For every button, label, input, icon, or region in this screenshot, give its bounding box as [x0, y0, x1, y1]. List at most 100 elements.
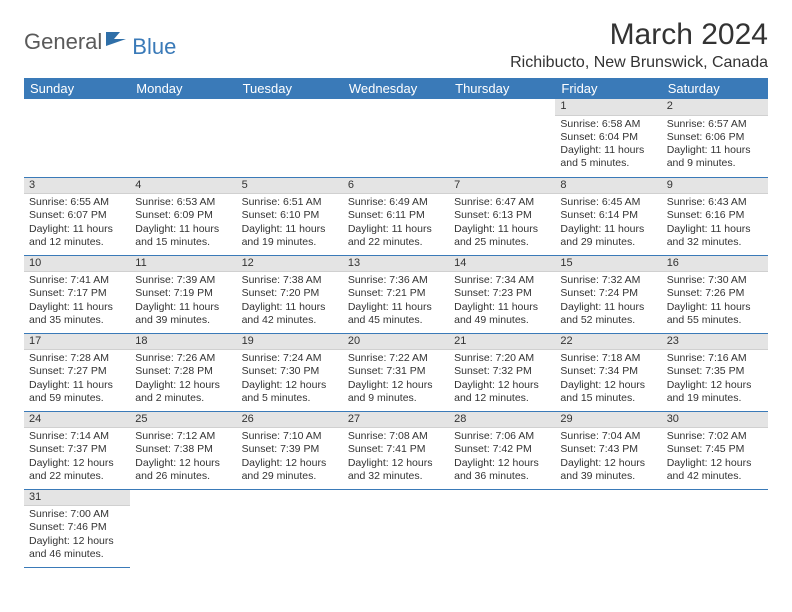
sunset-text: Sunset: 6:04 PM [560, 131, 656, 144]
day-content: Sunrise: 7:12 AMSunset: 7:38 PMDaylight:… [130, 428, 236, 486]
calendar-day-cell: 5Sunrise: 6:51 AMSunset: 6:10 PMDaylight… [237, 177, 343, 255]
daylight-text: Daylight: 12 hours and 32 minutes. [348, 457, 444, 483]
calendar-week-row: 31Sunrise: 7:00 AMSunset: 7:46 PMDayligh… [24, 489, 768, 567]
sunset-text: Sunset: 7:27 PM [29, 365, 125, 378]
day-content: Sunrise: 7:20 AMSunset: 7:32 PMDaylight:… [449, 350, 555, 408]
daylight-text: Daylight: 11 hours and 22 minutes. [348, 223, 444, 249]
page-header: General Blue March 2024 Richibucto, New … [24, 18, 768, 72]
sunset-text: Sunset: 6:11 PM [348, 209, 444, 222]
day-number: 20 [343, 334, 449, 351]
day-content: Sunrise: 7:10 AMSunset: 7:39 PMDaylight:… [237, 428, 343, 486]
sunset-text: Sunset: 6:14 PM [560, 209, 656, 222]
sunrise-text: Sunrise: 7:12 AM [135, 430, 231, 443]
sunrise-text: Sunrise: 7:20 AM [454, 352, 550, 365]
daylight-text: Daylight: 12 hours and 19 minutes. [667, 379, 763, 405]
sunrise-text: Sunrise: 7:16 AM [667, 352, 763, 365]
daylight-text: Daylight: 11 hours and 52 minutes. [560, 301, 656, 327]
daylight-text: Daylight: 12 hours and 12 minutes. [454, 379, 550, 405]
day-content: Sunrise: 6:49 AMSunset: 6:11 PMDaylight:… [343, 194, 449, 252]
calendar-week-row: 1 Sunrise: 6:58 AMSunset: 6:04 PM Daylight… [24, 99, 768, 177]
day-number: 1 [555, 99, 661, 116]
calendar-day-cell: 6Sunrise: 6:49 AMSunset: 6:11 PMDaylight… [343, 177, 449, 255]
day-number: 12 [237, 256, 343, 273]
calendar-day-cell [237, 99, 343, 177]
brand-part1: General [24, 29, 102, 55]
day-number: 23 [662, 334, 768, 351]
daylight-text: Daylight: 11 hours and 19 minutes. [242, 223, 338, 249]
weekday-header: Friday [555, 78, 661, 99]
sunset-text: Sunset: 7:43 PM [560, 443, 656, 456]
sunset-text: Sunset: 7:26 PM [667, 287, 763, 300]
day-number: 29 [555, 412, 661, 429]
weekday-header: Sunday [24, 78, 130, 99]
sunset-text: Sunset: 7:35 PM [667, 365, 763, 378]
sunrise-text: Sunrise: 7:22 AM [348, 352, 444, 365]
day-number: 8 [555, 178, 661, 195]
daylight-text: Daylight: 11 hours and 35 minutes. [29, 301, 125, 327]
daylight-text: Daylight: 12 hours and 26 minutes. [135, 457, 231, 483]
calendar-day-cell: 14Sunrise: 7:34 AMSunset: 7:23 PMDayligh… [449, 255, 555, 333]
calendar-day-cell: 4Sunrise: 6:53 AMSunset: 6:09 PMDaylight… [130, 177, 236, 255]
daylight-text: Daylight: 12 hours and 29 minutes. [242, 457, 338, 483]
location-label: Richibucto, New Brunswick, Canada [510, 54, 768, 72]
daylight-text: Daylight: 12 hours and 5 minutes. [242, 379, 338, 405]
day-number: 14 [449, 256, 555, 273]
day-number: 13 [343, 256, 449, 273]
daylight-text: Daylight: 11 hours and 9 minutes. [667, 144, 763, 170]
day-content: Sunrise: 6:53 AMSunset: 6:09 PMDaylight:… [130, 194, 236, 252]
brand-logo: General Blue [24, 24, 176, 60]
calendar-day-cell [24, 99, 130, 177]
sunset-text: Sunset: 7:21 PM [348, 287, 444, 300]
day-content: Sunrise: 7:24 AMSunset: 7:30 PMDaylight:… [237, 350, 343, 408]
daylight-text: Daylight: 11 hours and 42 minutes. [242, 301, 338, 327]
calendar-day-cell: 7Sunrise: 6:47 AMSunset: 6:13 PMDaylight… [449, 177, 555, 255]
day-number: 4 [130, 178, 236, 195]
day-content: Sunrise: 7:32 AMSunset: 7:24 PMDaylight:… [555, 272, 661, 330]
sunset-text: Sunset: 7:34 PM [560, 365, 656, 378]
day-content: Sunrise: 6:55 AMSunset: 6:07 PMDaylight:… [24, 194, 130, 252]
day-content: Sunrise: 7:34 AMSunset: 7:23 PMDaylight:… [449, 272, 555, 330]
sunset-text: Sunset: 7:28 PM [135, 365, 231, 378]
sunset-text: Sunset: 7:20 PM [242, 287, 338, 300]
daylight-text: Daylight: 11 hours and 15 minutes. [135, 223, 231, 249]
sunset-text: Sunset: 7:39 PM [242, 443, 338, 456]
day-number: 6 [343, 178, 449, 195]
calendar-day-cell [130, 99, 236, 177]
sunset-text: Sunset: 6:16 PM [667, 209, 763, 222]
sunrise-text: Sunrise: 7:06 AM [454, 430, 550, 443]
calendar-day-cell: 16Sunrise: 7:30 AMSunset: 7:26 PMDayligh… [662, 255, 768, 333]
daylight-text: Daylight: 12 hours and 42 minutes. [667, 457, 763, 483]
sunrise-text: Sunrise: 7:10 AM [242, 430, 338, 443]
sunset-text: Sunset: 6:10 PM [242, 209, 338, 222]
calendar-day-cell: 9Sunrise: 6:43 AMSunset: 6:16 PMDaylight… [662, 177, 768, 255]
day-number: 25 [130, 412, 236, 429]
calendar-day-cell: 3Sunrise: 6:55 AMSunset: 6:07 PMDaylight… [24, 177, 130, 255]
sunrise-text: Sunrise: 6:58 AM [560, 118, 656, 131]
daylight-text: Daylight: 11 hours and 49 minutes. [454, 301, 550, 327]
day-number: 15 [555, 256, 661, 273]
sunrise-text: Sunrise: 7:18 AM [560, 352, 656, 365]
day-content: Sunrise: 7:41 AMSunset: 7:17 PMDaylight:… [24, 272, 130, 330]
day-content: Sunrise: 7:00 AMSunset: 7:46 PMDaylight:… [24, 506, 130, 564]
sunset-text: Sunset: 7:42 PM [454, 443, 550, 456]
sunrise-text: Sunrise: 7:36 AM [348, 274, 444, 287]
sunset-text: Sunset: 7:24 PM [560, 287, 656, 300]
sunrise-text: Sunrise: 7:41 AM [29, 274, 125, 287]
day-content: Sunrise: 7:06 AMSunset: 7:42 PMDaylight:… [449, 428, 555, 486]
calendar-day-cell: 28Sunrise: 7:06 AMSunset: 7:42 PMDayligh… [449, 411, 555, 489]
calendar-day-cell: 13Sunrise: 7:36 AMSunset: 7:21 PMDayligh… [343, 255, 449, 333]
daylight-text: Daylight: 11 hours and 29 minutes. [560, 223, 656, 249]
calendar-week-row: 24Sunrise: 7:14 AMSunset: 7:37 PMDayligh… [24, 411, 768, 489]
calendar-day-cell [555, 489, 661, 567]
sunrise-text: Sunrise: 6:57 AM [667, 118, 763, 131]
calendar-day-cell: 15Sunrise: 7:32 AMSunset: 7:24 PMDayligh… [555, 255, 661, 333]
sunset-text: Sunset: 7:30 PM [242, 365, 338, 378]
day-number: 2 [662, 99, 768, 116]
sunset-text: Sunset: 6:09 PM [135, 209, 231, 222]
day-number: 30 [662, 412, 768, 429]
day-content: Sunrise: 7:36 AMSunset: 7:21 PMDaylight:… [343, 272, 449, 330]
sunset-text: Sunset: 7:19 PM [135, 287, 231, 300]
day-content: Sunrise: 7:04 AMSunset: 7:43 PMDaylight:… [555, 428, 661, 486]
sunrise-text: Sunrise: 7:00 AM [29, 508, 125, 521]
day-number: 7 [449, 178, 555, 195]
